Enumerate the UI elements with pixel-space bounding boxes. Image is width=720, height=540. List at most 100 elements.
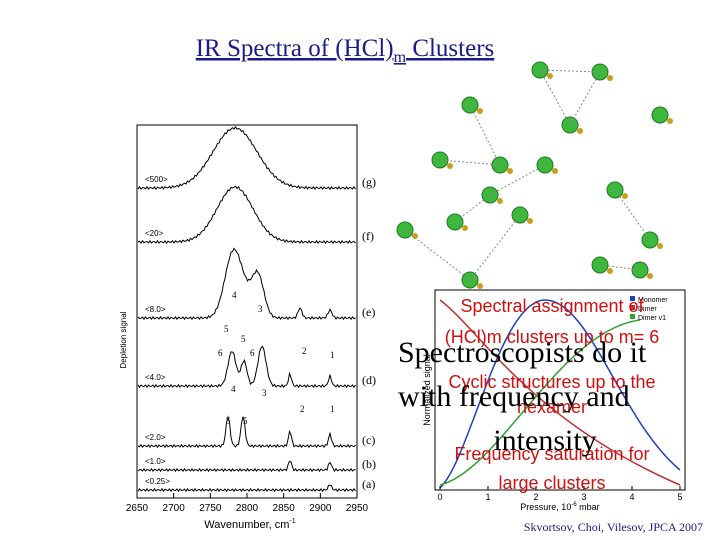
peak-label: 2 <box>300 404 305 414</box>
pressure-label: <1.0> <box>145 457 166 466</box>
inset-curve <box>439 319 641 486</box>
spectrum-trace <box>137 185 356 245</box>
peak-label: 5 <box>241 334 246 344</box>
h-atom <box>667 118 673 124</box>
bond <box>404 229 471 281</box>
red-note: Frequency saturation for <box>454 444 649 464</box>
spectra-figure: (g) <500> (f) <20> (e) <8.0> (d) <4.0> (c) <2.0> (… <box>119 124 376 531</box>
peak-label: 3 <box>262 388 267 398</box>
inset-curve <box>439 299 681 486</box>
pressure-label: <8.0> <box>145 305 166 314</box>
title-sub: m <box>394 49 407 66</box>
inset-xlabel-text: Pressure, 10 <box>520 502 571 512</box>
citation: Skvortsov, Choi, Vilesov, JPCA 2007 <box>524 520 703 534</box>
pressure-label: <0.25> <box>145 477 170 486</box>
peak-label: 5 <box>243 416 248 426</box>
bond <box>469 214 521 281</box>
inset-x-tick-label: 5 <box>677 492 682 502</box>
title-text: IR Spectra of (HCl) <box>196 35 394 62</box>
legend-label: Dimer v1 <box>638 315 666 322</box>
h-atom <box>447 163 453 169</box>
h-atom <box>507 168 513 174</box>
inset-curve <box>439 299 681 489</box>
inset-x-tick-label: 4 <box>629 492 634 502</box>
peak-label: 6 <box>250 348 255 358</box>
red-note: Cyclic structures up to the <box>448 372 655 392</box>
h-atom <box>497 198 503 204</box>
h-atom <box>547 73 553 79</box>
h-atom <box>647 273 653 279</box>
inset-xlabel-sup: -6 <box>571 502 577 508</box>
x-tick-label: 2650 <box>126 503 149 514</box>
peak-label: 4 <box>232 290 237 300</box>
legend-swatch <box>630 305 635 310</box>
spectrum-trace <box>137 460 356 473</box>
bond <box>489 164 546 196</box>
peak-label: 5 <box>226 416 231 426</box>
peak-label: 5 <box>224 324 229 334</box>
h-atom <box>477 108 483 114</box>
h-atom <box>607 268 613 274</box>
spectrum-trace <box>137 247 356 321</box>
title-rest: Clusters <box>406 35 494 62</box>
legend-label: Monomer <box>638 297 668 304</box>
inset-frame <box>434 289 686 491</box>
inset-x-tick-label: 1 <box>485 492 490 502</box>
cl-atom <box>511 206 529 224</box>
inset-ylabel: Normalized signal <box>422 354 432 426</box>
h-atom <box>477 283 483 289</box>
bond <box>469 104 501 166</box>
x-tick-label: 2850 <box>273 503 296 514</box>
trace-label: (e) <box>362 305 375 319</box>
x-tick-label: 2900 <box>309 503 332 514</box>
traces: (g) <500> (f) <20> (e) <8.0> (d) <4.0> (c) <2.0> (… <box>126 125 376 514</box>
spectrum-trace <box>137 345 356 389</box>
statement: intensity <box>493 424 596 457</box>
inset-plot: Normalized signal Pressure, 10-6 mbar 0 1… <box>422 289 686 512</box>
legend-swatch <box>630 314 635 319</box>
bond <box>539 69 571 126</box>
trace-label: (b) <box>362 457 376 471</box>
x-tick-label: 2750 <box>199 503 222 514</box>
trace-label: (d) <box>362 373 376 387</box>
peak-label: 1 <box>330 404 335 414</box>
molecule-images <box>396 61 673 289</box>
peak-label: 6 <box>218 348 223 358</box>
peak-label: 1 <box>330 350 335 360</box>
pressure-label: <4.0> <box>145 373 166 382</box>
inset-x-tick-label: 3 <box>581 492 586 502</box>
spectrum-trace <box>137 125 356 191</box>
trace-label: (c) <box>362 433 375 447</box>
trace-label: (f) <box>362 229 374 243</box>
xlabel-sup: -1 <box>289 518 295 525</box>
spectrum-trace <box>137 484 356 493</box>
inset-xlabel: Pressure, 10-6 mbar <box>520 502 599 512</box>
peak-label: 3 <box>258 304 263 314</box>
red-note: (HCl)m clusters up to m= 6 <box>445 327 660 347</box>
bond <box>599 264 641 271</box>
legend-label: Dimer <box>638 306 657 313</box>
x-tick-label: 2950 <box>346 503 369 514</box>
x-tick-label: 2800 <box>236 503 259 514</box>
pressure-label: <2.0> <box>145 433 166 442</box>
peak-label: 2 <box>302 346 307 356</box>
spectra-xlabel: Wavenumber, cm-1 <box>204 518 296 531</box>
inset-xlabel-rest: mbar <box>577 502 600 512</box>
h-atom <box>607 75 613 81</box>
h-atom <box>657 243 663 249</box>
h-atom <box>577 128 583 134</box>
trace-label: (a) <box>362 477 375 491</box>
cl-atom <box>651 106 669 124</box>
spectra-ylabel: Depletion signal <box>119 311 128 368</box>
spectrum-trace <box>137 415 356 449</box>
red-note: Spectral assignment of <box>460 296 644 316</box>
peak-label: 4 <box>231 384 236 394</box>
x-tick-label: 2700 <box>163 503 186 514</box>
pressure-label: <500> <box>145 175 168 184</box>
xlabel-text: Wavenumber, cm <box>204 519 289 531</box>
slide-title: IR Spectra of (HCl)m Clusters <box>196 35 495 66</box>
inset-x-tick-label: 2 <box>533 492 538 502</box>
statement: with frequency and <box>398 380 630 413</box>
h-atom <box>622 193 628 199</box>
